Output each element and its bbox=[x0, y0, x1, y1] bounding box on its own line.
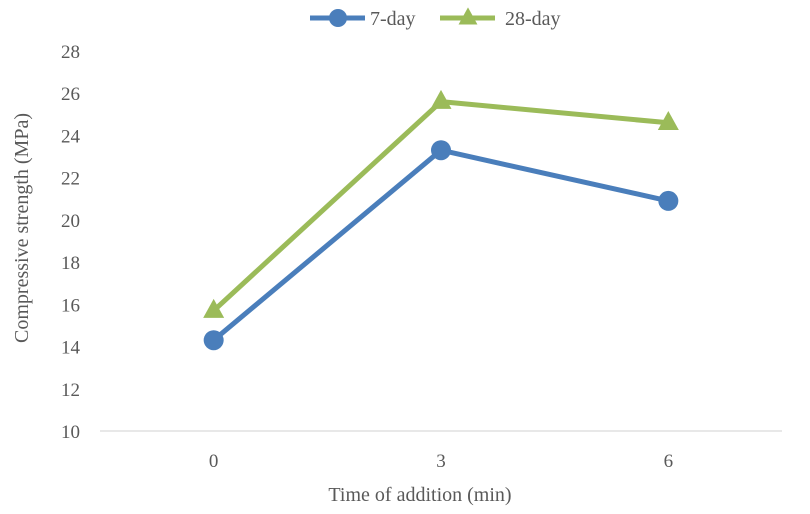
y-tick-label: 26 bbox=[61, 84, 80, 105]
y-tick-label: 20 bbox=[61, 211, 80, 232]
y-tick-label: 28 bbox=[61, 42, 80, 63]
data-point bbox=[657, 110, 679, 130]
series-7-day bbox=[203, 140, 679, 351]
y-tick-label: 16 bbox=[61, 295, 80, 316]
x-axis-title: Time of addition (min) bbox=[328, 484, 511, 506]
legend-marker bbox=[329, 9, 347, 27]
series-28-day bbox=[203, 89, 679, 318]
legend-label: 28-day bbox=[505, 8, 561, 30]
x-tick-label: 3 bbox=[436, 451, 446, 472]
y-tick-label: 24 bbox=[61, 126, 81, 147]
series-layer bbox=[203, 89, 679, 351]
data-point bbox=[658, 190, 679, 211]
legend-item: 7-day bbox=[310, 8, 416, 30]
y-axis-title: Compressive strength (MPa) bbox=[11, 113, 33, 343]
y-tick-label: 18 bbox=[61, 253, 80, 274]
y-tick-label: 14 bbox=[61, 338, 81, 359]
y-axis-ticks: 10 12 14 16 18 20 22 24 26 28 bbox=[61, 42, 81, 443]
legend-marker bbox=[458, 7, 478, 25]
legend-label: 7-day bbox=[370, 8, 416, 30]
data-point bbox=[431, 140, 451, 161]
y-tick-label: 10 bbox=[61, 422, 80, 443]
series-line bbox=[211, 99, 671, 314]
y-tick-label: 22 bbox=[61, 169, 80, 190]
data-point bbox=[430, 89, 452, 109]
x-axis-ticks: 0 3 6 bbox=[209, 451, 673, 472]
legend: 7-day 28-day bbox=[310, 7, 561, 30]
x-tick-label: 6 bbox=[664, 451, 674, 472]
data-point bbox=[203, 330, 224, 351]
x-tick-label: 0 bbox=[209, 451, 219, 472]
data-point bbox=[203, 298, 225, 318]
legend-item: 28-day bbox=[440, 7, 561, 30]
y-tick-label: 12 bbox=[61, 380, 80, 401]
